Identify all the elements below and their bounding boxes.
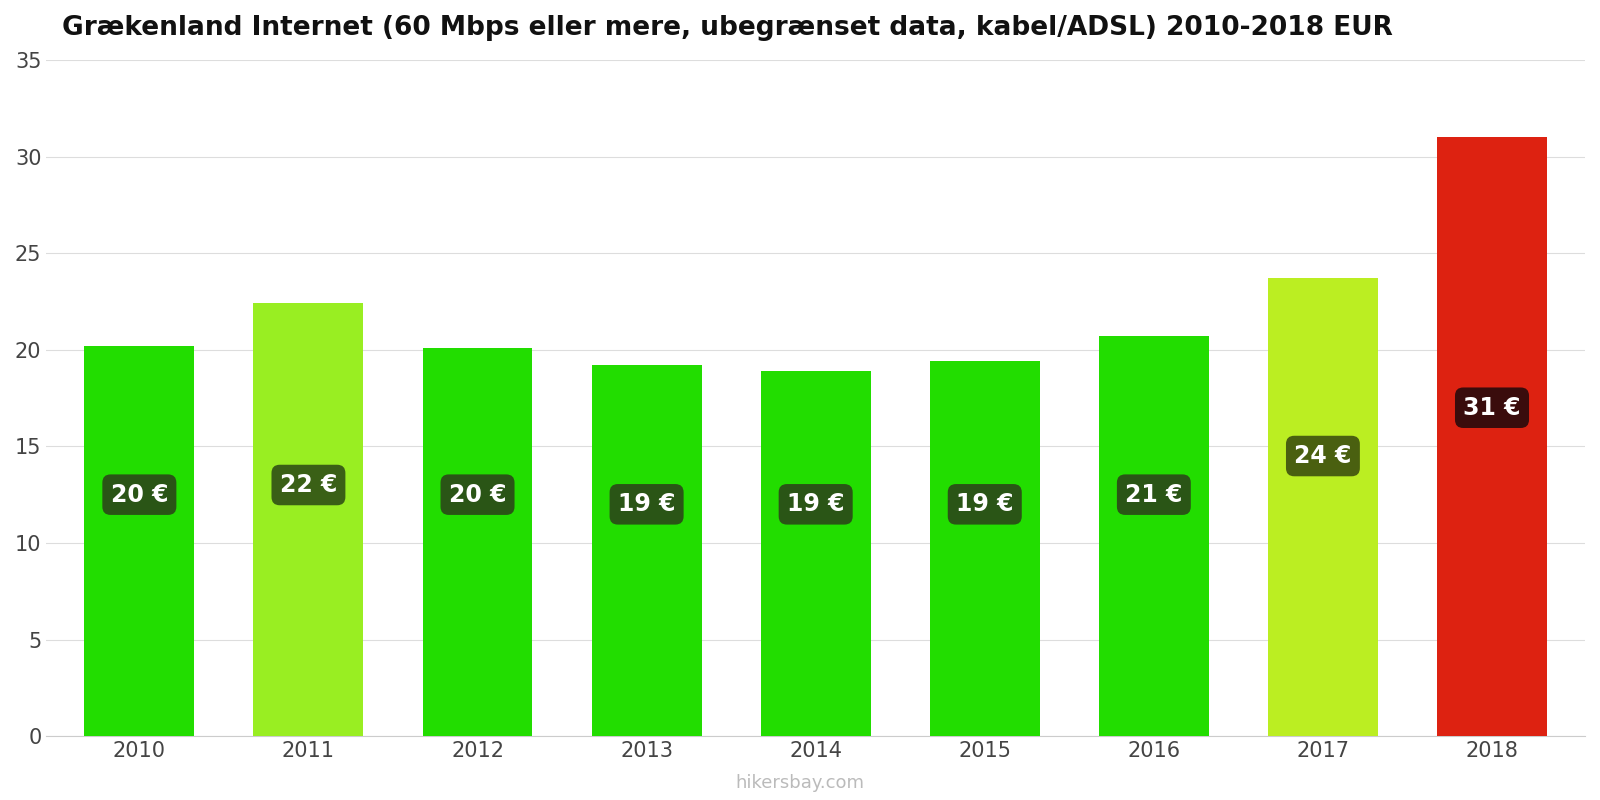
Bar [930, 362, 1040, 736]
Text: 20 €: 20 € [448, 482, 506, 506]
Text: Grækenland Internet (60 Mbps eller mere, ubegrænset data, kabel/ADSL) 2010-2018 : Grækenland Internet (60 Mbps eller mere,… [62, 15, 1392, 41]
Bar [760, 371, 870, 736]
Bar [1437, 138, 1547, 736]
Text: 19 €: 19 € [787, 492, 845, 516]
Text: 19 €: 19 € [957, 492, 1013, 516]
Text: 21 €: 21 € [1125, 482, 1182, 506]
Text: 19 €: 19 € [618, 492, 675, 516]
Bar [1267, 278, 1378, 736]
Bar [422, 348, 533, 736]
Bar [1099, 336, 1208, 736]
Text: 24 €: 24 € [1294, 444, 1352, 468]
Text: 22 €: 22 € [280, 473, 338, 497]
Bar [592, 366, 701, 736]
Bar [253, 303, 363, 736]
Text: 31 €: 31 € [1464, 396, 1520, 420]
Bar [85, 346, 194, 736]
Text: hikersbay.com: hikersbay.com [736, 774, 864, 792]
Text: 20 €: 20 € [110, 482, 168, 506]
